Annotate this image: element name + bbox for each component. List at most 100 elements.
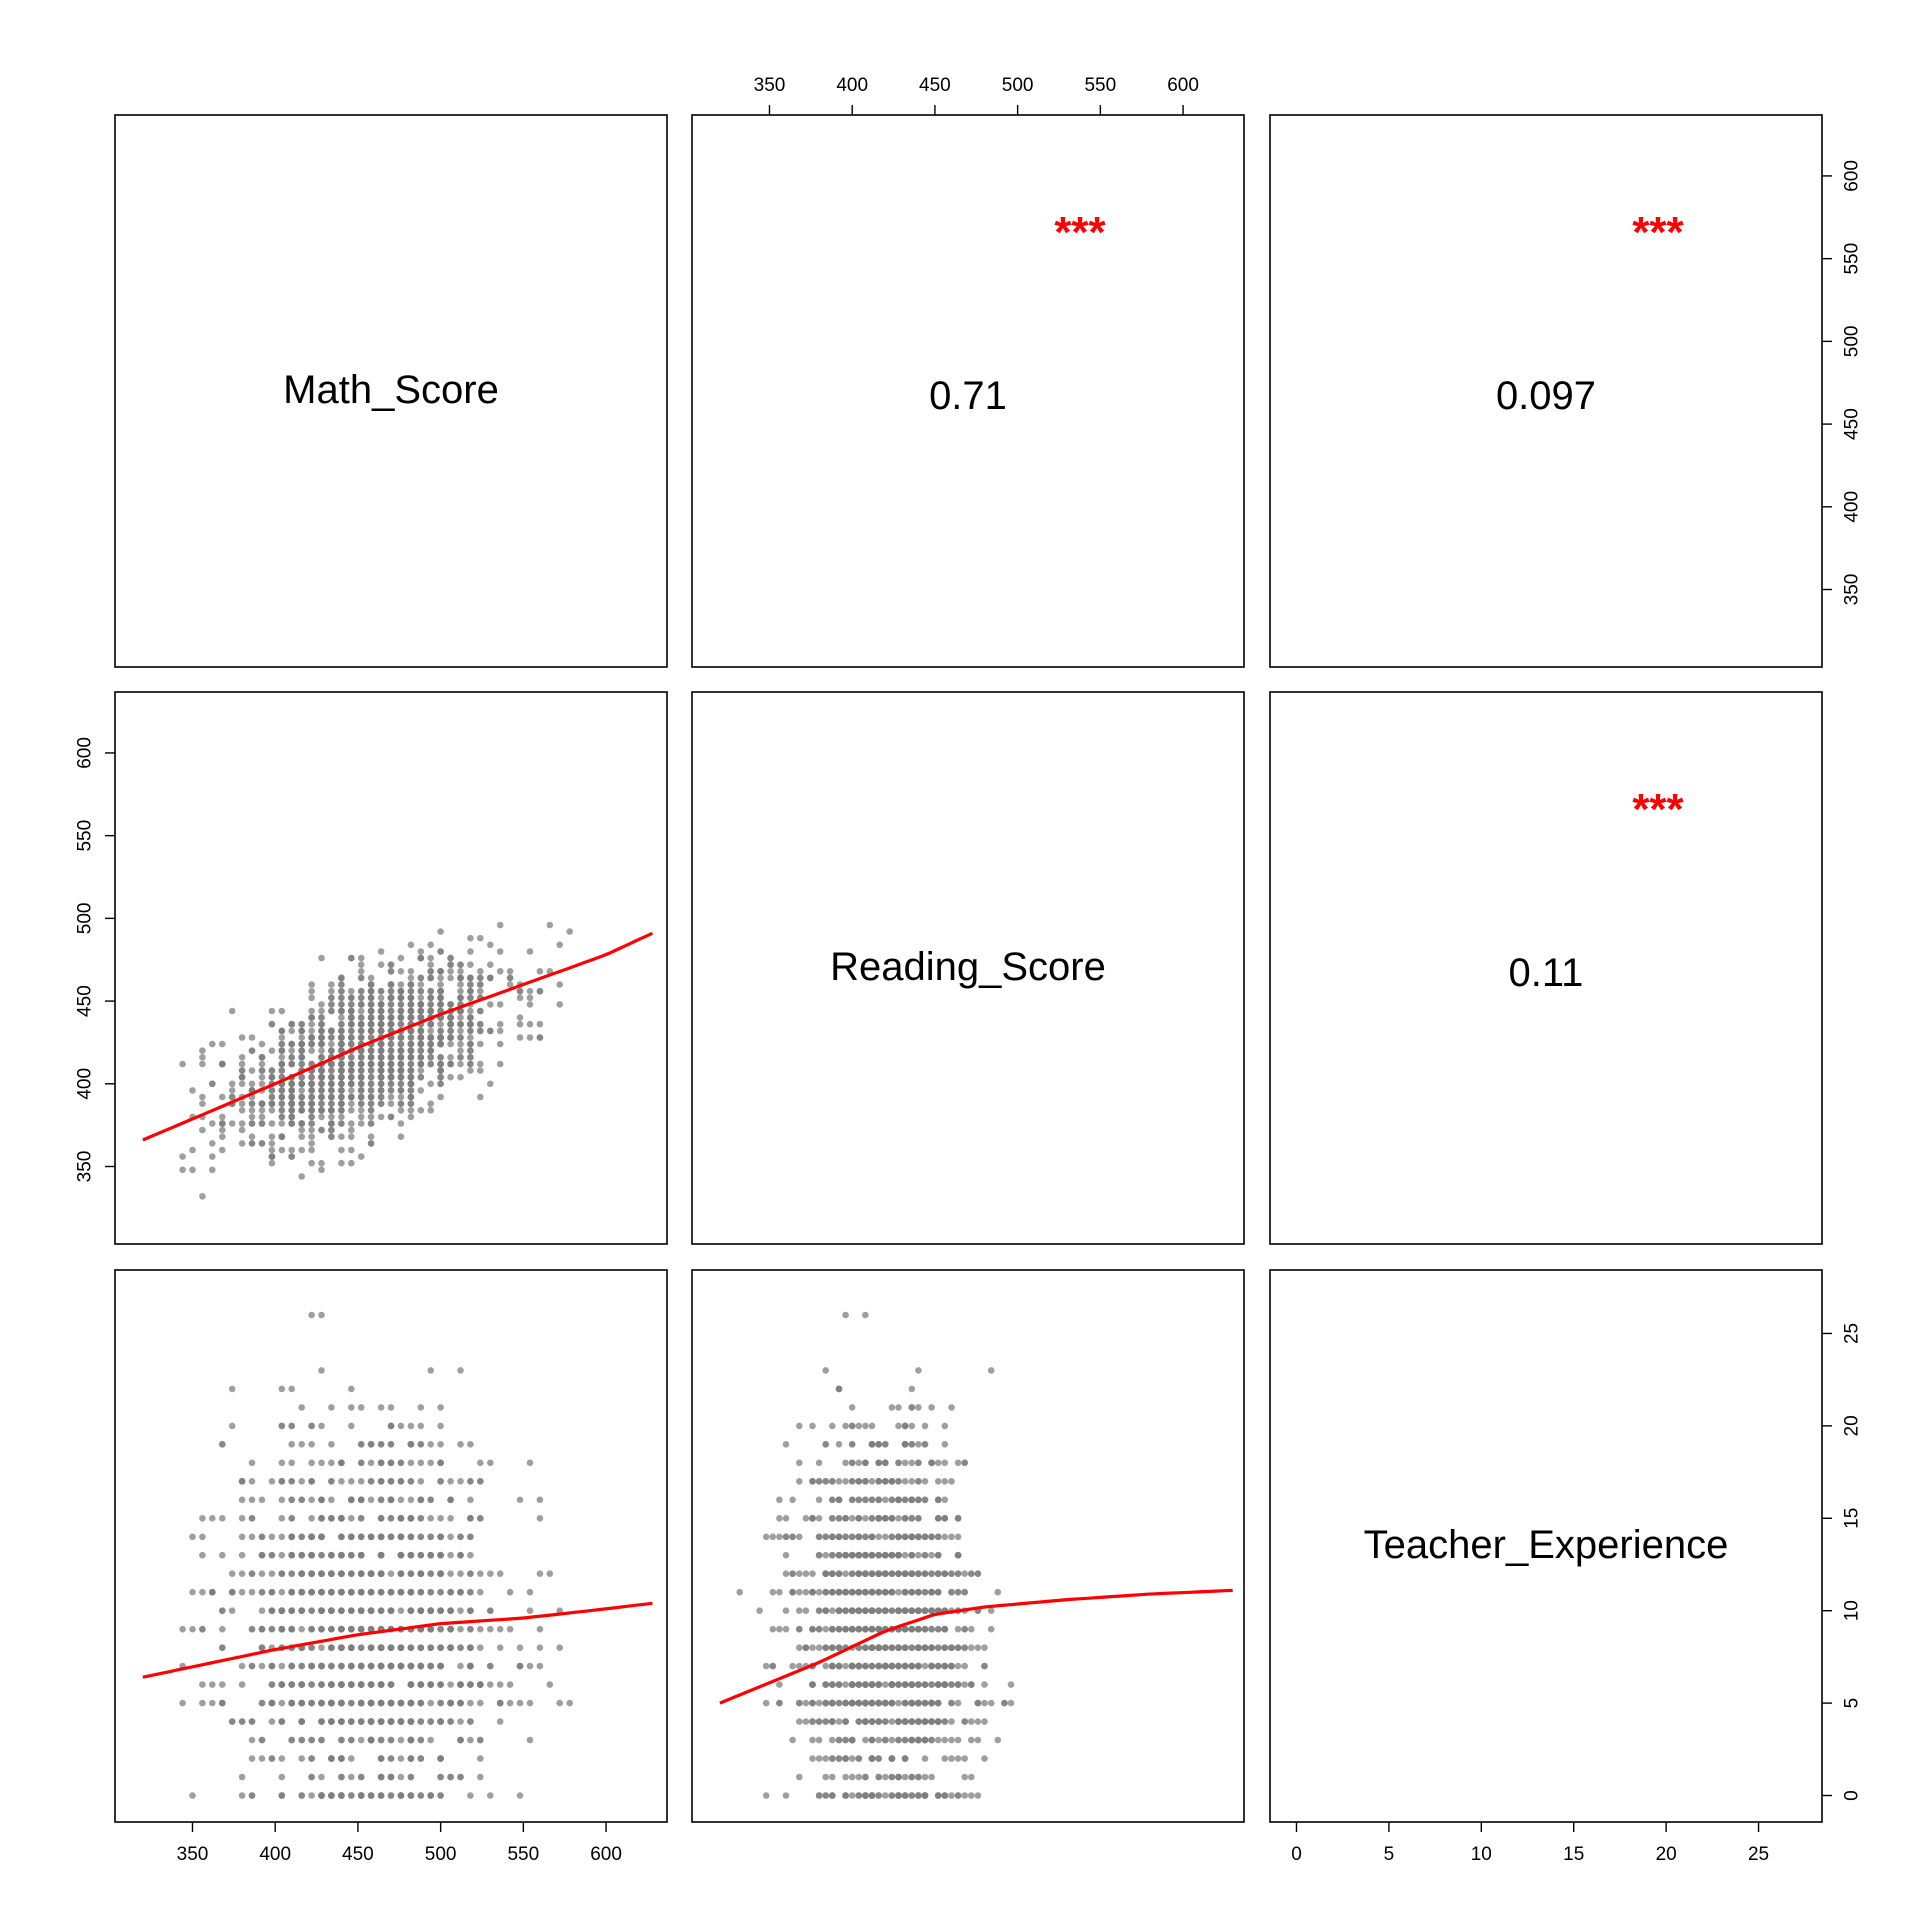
point <box>954 1699 962 1707</box>
point <box>367 1496 375 1504</box>
point <box>209 1681 216 1688</box>
point <box>895 1404 902 1411</box>
point <box>908 1662 916 1670</box>
point <box>407 1570 415 1577</box>
point <box>981 1681 988 1688</box>
point <box>397 1570 405 1577</box>
point <box>769 1625 777 1633</box>
point <box>348 1073 355 1081</box>
point <box>238 1662 246 1670</box>
point <box>855 1570 863 1577</box>
point <box>457 1644 464 1651</box>
point <box>338 1040 345 1048</box>
point <box>901 1755 909 1762</box>
point <box>934 1699 942 1707</box>
point <box>338 1073 345 1081</box>
point <box>288 1040 296 1048</box>
correlation-value-0-1: 0.71 <box>929 374 1007 418</box>
point <box>258 1113 266 1121</box>
point <box>308 1133 315 1140</box>
variable-name-0: Math_Score <box>283 368 499 412</box>
point <box>954 1515 962 1522</box>
point <box>915 1718 922 1725</box>
point <box>974 1736 982 1744</box>
point <box>288 1422 296 1430</box>
point <box>868 1625 876 1633</box>
point <box>796 1570 803 1577</box>
point <box>506 1625 514 1633</box>
point <box>387 1588 395 1596</box>
point <box>447 1496 454 1504</box>
point <box>921 1755 929 1762</box>
point <box>219 1681 226 1688</box>
point <box>477 1067 484 1074</box>
point <box>278 1773 286 1781</box>
point <box>467 1625 474 1633</box>
point <box>288 1588 296 1596</box>
point <box>802 1718 810 1725</box>
point <box>348 1385 355 1393</box>
point <box>318 1459 325 1467</box>
point <box>367 994 375 1002</box>
point <box>248 1107 256 1114</box>
point <box>278 1027 286 1035</box>
point <box>496 1001 504 1008</box>
point <box>367 1034 375 1041</box>
point <box>915 1681 922 1688</box>
point <box>328 1120 335 1127</box>
point <box>802 1699 810 1707</box>
point <box>822 1607 829 1614</box>
point <box>941 1515 949 1522</box>
point <box>357 1047 365 1054</box>
point <box>829 1644 836 1651</box>
point <box>762 1792 770 1799</box>
point <box>447 1478 454 1485</box>
point <box>288 1093 296 1101</box>
point <box>855 1496 863 1504</box>
right-tick-label: 5 <box>1842 1698 1863 1709</box>
point <box>367 1699 375 1707</box>
point <box>357 1551 365 1559</box>
point <box>447 1014 454 1021</box>
point <box>199 1047 206 1054</box>
point <box>367 1113 375 1121</box>
point <box>908 1607 916 1614</box>
point <box>278 1459 286 1467</box>
point <box>467 1027 474 1035</box>
point <box>308 1662 315 1670</box>
point <box>782 1607 790 1614</box>
point <box>822 1718 829 1725</box>
point <box>447 1034 454 1041</box>
point <box>447 1020 454 1028</box>
point <box>387 1478 395 1485</box>
point <box>769 1588 777 1596</box>
point <box>407 1607 415 1614</box>
point <box>417 1792 425 1799</box>
point <box>882 1773 889 1781</box>
point <box>248 1133 256 1140</box>
point <box>437 1792 444 1799</box>
point <box>248 1588 256 1596</box>
point <box>842 1570 849 1577</box>
point <box>318 1166 325 1174</box>
point <box>397 1034 405 1041</box>
x-tick-label: 600 <box>590 1844 622 1865</box>
point <box>895 1644 902 1651</box>
point <box>397 1551 405 1559</box>
point <box>298 1020 306 1028</box>
point <box>338 1533 345 1541</box>
point <box>789 1736 796 1744</box>
point <box>367 1067 375 1074</box>
point <box>348 1133 355 1140</box>
point <box>809 1422 816 1430</box>
point <box>338 1007 345 1015</box>
point <box>387 1718 395 1725</box>
point <box>417 994 425 1002</box>
point <box>427 941 435 949</box>
point <box>796 1478 803 1485</box>
point <box>882 1588 889 1596</box>
point <box>258 1496 266 1504</box>
point <box>526 1662 534 1670</box>
point <box>278 1588 286 1596</box>
point <box>377 1014 385 1021</box>
